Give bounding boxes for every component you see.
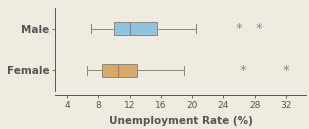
Bar [114,22,157,35]
Text: *: * [255,22,262,35]
Bar [102,64,138,77]
Text: *: * [283,64,289,77]
Text: *: * [240,64,246,77]
Text: *: * [236,22,243,35]
X-axis label: Unemployment Rate (%): Unemployment Rate (%) [108,116,252,126]
